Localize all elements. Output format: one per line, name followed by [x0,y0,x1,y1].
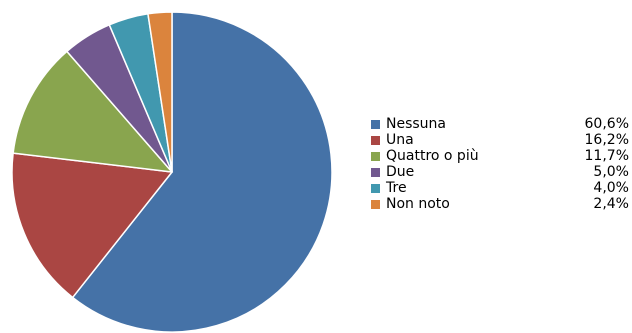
legend-item-nessuna: Nessuna 60,6% [371,116,629,132]
pie-slice-quattro-o-piu [12,50,173,173]
legend-item-quattro-o-piu: Quattro o più 11,7% [371,148,629,164]
legend-item-non-noto: Non noto 2,4% [371,196,629,212]
pie-slice-nessuna [71,11,333,333]
legend-value-due: 5,0% [593,164,629,180]
legend-label-non-noto: Non noto [386,196,450,212]
legend-value-quattro-o-piu: 11,7% [584,148,629,164]
pie-slice-non-noto [147,11,173,173]
legend-value-tre: 4,0% [593,180,629,196]
legend-item-una: Una 16,2% [371,132,629,148]
legend-label-quattro-o-piu: Quattro o più [386,148,479,164]
legend-swatch-tre [371,183,380,193]
legend-label-nessuna: Nessuna [386,116,446,132]
legend-swatch-una [371,135,380,145]
legend-swatch-non-noto [371,199,380,209]
chart-legend: Nessuna 60,6% Una 16,2% Quattro o più 11… [371,116,629,212]
legend-swatch-due [371,167,380,177]
legend-label-tre: Tre [386,180,407,196]
legend-value-nessuna: 60,6% [584,116,629,132]
legend-label-una: Una [386,132,414,148]
legend-swatch-nessuna [371,119,380,129]
pie-slice-una [11,152,173,299]
legend-swatch-quattro-o-piu [371,151,380,161]
legend-item-due: Due 5,0% [371,164,629,180]
legend-label-due: Due [386,164,415,180]
legend-value-non-noto: 2,4% [593,196,629,212]
pie-slices [11,11,333,333]
legend-value-una: 16,2% [584,132,629,148]
legend-item-tre: Tre 4,0% [371,180,629,196]
